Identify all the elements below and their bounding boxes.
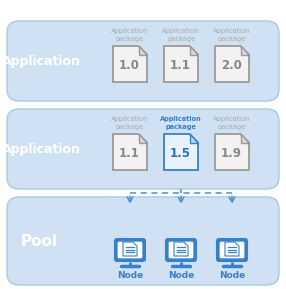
Text: Application
package: Application package xyxy=(111,116,149,130)
Text: Application: Application xyxy=(1,55,80,68)
FancyBboxPatch shape xyxy=(7,197,279,285)
Polygon shape xyxy=(241,46,249,55)
FancyBboxPatch shape xyxy=(7,109,279,189)
FancyBboxPatch shape xyxy=(7,21,279,101)
Text: 1.5: 1.5 xyxy=(170,147,191,160)
Polygon shape xyxy=(190,46,198,55)
Text: 1.1: 1.1 xyxy=(170,59,190,72)
Polygon shape xyxy=(225,242,239,256)
Text: Application: Application xyxy=(1,142,80,155)
Text: Application
package: Application package xyxy=(162,28,200,42)
Text: Node: Node xyxy=(117,271,143,281)
Polygon shape xyxy=(113,134,147,170)
Text: Pool: Pool xyxy=(21,234,57,249)
Text: 1.0: 1.0 xyxy=(119,59,140,72)
Text: Application
package: Application package xyxy=(111,28,149,42)
FancyBboxPatch shape xyxy=(217,239,247,261)
Polygon shape xyxy=(138,46,147,55)
Polygon shape xyxy=(215,134,249,170)
Text: Application
package: Application package xyxy=(213,28,251,42)
Polygon shape xyxy=(190,134,198,142)
Text: Application
package: Application package xyxy=(213,116,251,130)
Text: Node: Node xyxy=(168,271,194,281)
Polygon shape xyxy=(215,46,249,82)
Polygon shape xyxy=(164,134,198,170)
FancyBboxPatch shape xyxy=(169,242,193,258)
Text: 1.1: 1.1 xyxy=(119,147,140,160)
Polygon shape xyxy=(123,242,137,256)
Polygon shape xyxy=(164,46,198,82)
FancyBboxPatch shape xyxy=(166,239,196,261)
Polygon shape xyxy=(174,242,188,256)
Polygon shape xyxy=(138,134,147,142)
FancyBboxPatch shape xyxy=(220,242,244,258)
Polygon shape xyxy=(241,134,249,142)
FancyBboxPatch shape xyxy=(115,239,145,261)
Text: 2.0: 2.0 xyxy=(221,59,242,72)
Text: 1.9: 1.9 xyxy=(221,147,242,160)
Polygon shape xyxy=(113,46,147,82)
Text: Node: Node xyxy=(219,271,245,281)
Text: Application
package: Application package xyxy=(160,116,202,130)
FancyBboxPatch shape xyxy=(118,242,142,258)
